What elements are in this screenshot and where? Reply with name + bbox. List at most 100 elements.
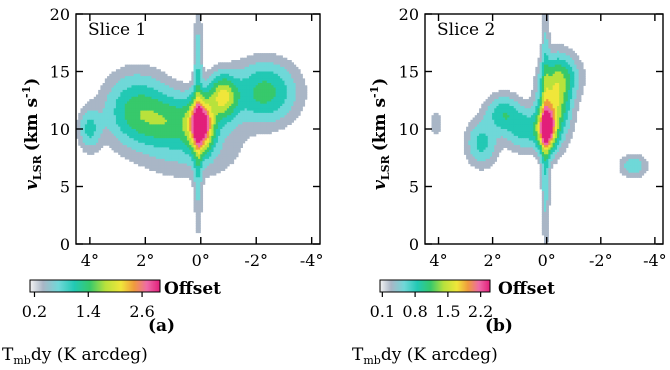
heatmap-cell	[271, 94, 275, 98]
heatmap-cell	[222, 135, 226, 139]
heatmap-cell	[142, 106, 146, 109]
heatmap-cell	[169, 103, 172, 107]
heatmap-cell	[240, 140, 243, 144]
heatmap-cell	[175, 85, 179, 89]
heatmap-cell	[118, 80, 121, 84]
heatmap-cell	[186, 149, 190, 153]
heatmap-cell	[182, 110, 186, 114]
heatmap-cell	[87, 142, 90, 146]
heatmap-cell	[93, 140, 97, 144]
heatmap-cell	[215, 92, 219, 96]
heatmap-cell	[582, 83, 586, 86]
heatmap-cell	[275, 115, 279, 119]
heatmap-cell	[102, 92, 106, 96]
heatmap-cell	[184, 161, 188, 165]
heatmap-cell	[120, 85, 124, 89]
heatmap-cell	[102, 131, 106, 135]
heatmap-cell	[569, 108, 573, 112]
heatmap-cell	[572, 53, 575, 56]
heatmap-cell	[173, 94, 177, 98]
heatmap-cell	[115, 135, 119, 139]
heatmap-cell	[124, 66, 128, 70]
heatmap-cell	[138, 92, 141, 96]
heatmap-cell	[559, 83, 562, 86]
heatmap-cell	[140, 140, 144, 144]
heatmap-cell	[211, 147, 215, 151]
heatmap-cell	[124, 92, 128, 96]
heatmap-cell	[100, 103, 104, 107]
heatmap-cell	[297, 69, 301, 73]
heatmap-cell	[217, 64, 221, 68]
heatmap-cell	[206, 129, 210, 132]
heatmap-cell	[531, 101, 534, 105]
heatmap-cell	[257, 112, 261, 116]
heatmap-cell	[115, 76, 119, 79]
heatmap-cell	[275, 60, 279, 63]
heatmap-cell	[260, 80, 263, 84]
heatmap-cell	[266, 112, 270, 116]
heatmap-cell	[118, 73, 121, 77]
heatmap-cell	[282, 80, 286, 84]
heatmap-cell	[206, 87, 210, 91]
heatmap-cell	[271, 69, 275, 73]
heatmap-cell	[257, 96, 261, 100]
heatmap-cell	[95, 122, 99, 125]
heatmap-cell	[500, 92, 504, 96]
heatmap-cell	[173, 152, 177, 155]
heatmap-cell	[104, 122, 108, 125]
heatmap-cell	[100, 122, 104, 125]
heatmap-cell	[118, 101, 121, 105]
heatmap-cell	[233, 138, 237, 142]
heatmap-cell	[195, 57, 199, 61]
heatmap-cell	[237, 149, 241, 153]
heatmap-cell	[211, 69, 215, 73]
heatmap-cell	[275, 110, 279, 114]
heatmap-cell	[200, 170, 204, 174]
heatmap-cell	[249, 99, 252, 102]
heatmap-cell	[193, 135, 197, 139]
heatmap-cell	[284, 106, 288, 109]
heatmap-cell	[146, 94, 150, 98]
heatmap-cell	[162, 83, 166, 86]
heatmap-cell	[104, 94, 108, 98]
heatmap-cell	[268, 78, 272, 82]
heatmap-cell	[171, 126, 175, 130]
heatmap-cell	[135, 85, 139, 89]
heatmap-cell	[288, 87, 292, 91]
heatmap-cell	[133, 126, 137, 130]
heatmap-cell	[198, 32, 201, 36]
heatmap-cell	[233, 126, 237, 130]
heatmap-cell	[231, 112, 235, 116]
heatmap-cell	[146, 119, 150, 123]
heatmap-cell	[286, 96, 290, 100]
heatmap-cell	[249, 60, 252, 63]
heatmap-cell	[233, 142, 237, 146]
heatmap-cell	[135, 103, 139, 107]
heatmap-cell	[191, 89, 195, 93]
heatmap-cell	[260, 122, 263, 125]
heatmap-cell	[142, 149, 146, 153]
heatmap-cell	[260, 110, 263, 114]
heatmap-cell	[102, 129, 106, 132]
heatmap-cell	[300, 94, 303, 98]
heatmap-cell	[213, 92, 217, 96]
heatmap-cell	[98, 112, 101, 116]
heatmap-cell	[544, 60, 547, 63]
heatmap-cell	[231, 96, 235, 100]
heatmap-cell	[200, 106, 204, 109]
heatmap-cell	[246, 101, 250, 105]
heatmap-cell	[155, 165, 159, 169]
heatmap-cell	[98, 92, 101, 96]
heatmap-cell	[284, 87, 288, 91]
heatmap-cell	[131, 145, 135, 148]
heatmap-cell	[175, 101, 179, 105]
heatmap-cell	[89, 115, 93, 119]
heatmap-cell	[559, 57, 562, 61]
heatmap-cell	[158, 119, 161, 123]
heatmap-cell	[548, 108, 552, 112]
heatmap-cell	[171, 78, 175, 82]
heatmap-cell	[91, 110, 95, 114]
heatmap-cell	[233, 112, 237, 116]
heatmap-cell	[576, 62, 580, 66]
heatmap-cell	[155, 168, 159, 171]
